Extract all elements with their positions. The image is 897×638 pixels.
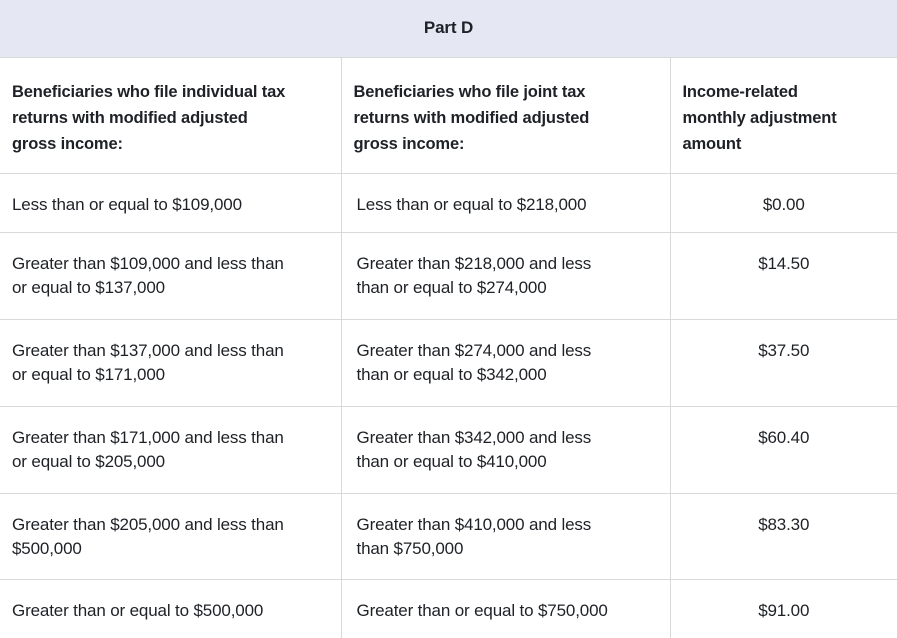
cell-joint-income: Less than or equal to $218,000 xyxy=(340,173,670,233)
table-title: Part D xyxy=(0,0,897,58)
cell-individual-income: Less than or equal to $109,000 xyxy=(0,173,341,233)
cell-joint-income: Greater than $274,000 and less than or e… xyxy=(340,319,670,407)
table-row: Less than or equal to $109,000 Less than… xyxy=(0,173,897,233)
cell-individual-income: Greater than $205,000 and less than $500… xyxy=(0,493,341,580)
cell-adjustment-amount: $14.50 xyxy=(669,232,897,320)
table-row: Greater than $109,000 and less than or e… xyxy=(0,232,897,320)
table-row: Greater than $137,000 and less than or e… xyxy=(0,319,897,407)
table-row: Greater than or equal to $500,000 Greate… xyxy=(0,579,897,638)
cell-joint-income: Greater than $218,000 and less than or e… xyxy=(340,232,670,320)
column-header-joint-returns: Beneficiaries who file joint tax returns… xyxy=(340,57,670,174)
cell-individual-income: Greater than $109,000 and less than or e… xyxy=(0,232,341,320)
cell-adjustment-amount: $91.00 xyxy=(669,579,897,638)
cell-joint-income: Greater than or equal to $750,000 xyxy=(340,579,670,638)
cell-adjustment-amount: $37.50 xyxy=(669,319,897,407)
cell-adjustment-amount: $0.00 xyxy=(669,173,897,233)
table-row: Greater than $205,000 and less than $500… xyxy=(0,493,897,580)
cell-joint-income: Greater than $410,000 and less than $750… xyxy=(340,493,670,580)
cell-adjustment-amount: $83.30 xyxy=(669,493,897,580)
cell-joint-income: Greater than $342,000 and less than or e… xyxy=(340,406,670,494)
column-header-individual-returns: Beneficiaries who file individual tax re… xyxy=(0,57,341,174)
column-header-adjustment-amount: Income-related monthly adjustment amount xyxy=(669,57,897,174)
table-row: Greater than $171,000 and less than or e… xyxy=(0,406,897,494)
cell-individual-income: Greater than $137,000 and less than or e… xyxy=(0,319,341,407)
cell-adjustment-amount: $60.40 xyxy=(669,406,897,494)
table-caption-row: Part D xyxy=(0,0,897,58)
cell-individual-income: Greater than $171,000 and less than or e… xyxy=(0,406,341,494)
table-header-row: Beneficiaries who file individual tax re… xyxy=(0,57,897,174)
cell-individual-income: Greater than or equal to $500,000 xyxy=(12,600,264,620)
